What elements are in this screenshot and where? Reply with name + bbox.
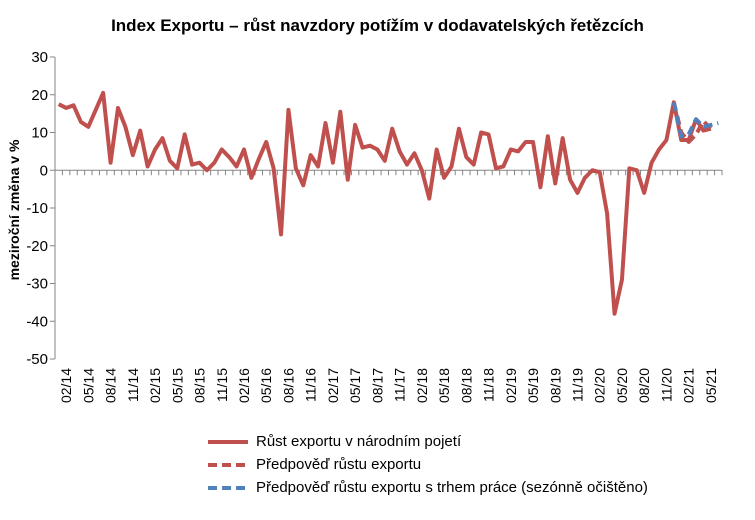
x-tick-label: 05/17 bbox=[347, 368, 363, 403]
x-tick-label: 08/20 bbox=[636, 368, 652, 403]
x-tick-label: 02/19 bbox=[503, 368, 519, 403]
x-tick-label: 05/16 bbox=[258, 368, 274, 403]
series-lines bbox=[57, 90, 719, 316]
x-tick-label: 05/21 bbox=[703, 368, 719, 403]
chart-title: Index Exportu – růst navzdory potížím v … bbox=[111, 16, 644, 35]
y-tick-label: 20 bbox=[31, 87, 48, 104]
x-tick-label: 05/15 bbox=[169, 368, 185, 403]
y-tick-label: -20 bbox=[26, 238, 48, 255]
series-line-1 bbox=[671, 101, 713, 144]
y-tick-label: -40 bbox=[26, 313, 48, 330]
x-tick-label: 11/16 bbox=[303, 368, 319, 402]
x-tick-label: 08/17 bbox=[369, 368, 385, 403]
legend: Růst exportu v národním pojetí Předpověď… bbox=[208, 430, 648, 499]
legend-label: Předpověď růstu exportu s trhem práce (s… bbox=[256, 479, 648, 496]
y-tick-label: 0 bbox=[40, 162, 48, 179]
x-tick-label: 08/15 bbox=[192, 368, 208, 403]
x-tick-label: 08/14 bbox=[103, 368, 119, 403]
series-line-0 bbox=[57, 90, 712, 316]
chart-axes bbox=[50, 56, 723, 360]
x-tick-label: 02/21 bbox=[681, 368, 697, 403]
x-tick-label: 05/19 bbox=[525, 368, 541, 403]
x-tick-label: 02/14 bbox=[58, 368, 74, 403]
x-tick-label: 11/19 bbox=[569, 368, 585, 402]
legend-swatch-dashed-blue bbox=[208, 482, 248, 494]
x-tick-label: 05/20 bbox=[614, 368, 630, 403]
legend-item-actual: Růst exportu v národním pojetí bbox=[208, 430, 648, 453]
y-tick-label: 30 bbox=[31, 49, 48, 66]
x-tick-label: 08/19 bbox=[547, 368, 563, 403]
y-axis-label: meziroční změna v % bbox=[6, 139, 22, 280]
x-tick-label: 11/17 bbox=[392, 368, 408, 402]
x-tick-label: 02/17 bbox=[325, 368, 341, 403]
x-tick-label: 11/14 bbox=[125, 368, 141, 402]
legend-label: Předpověď růstu exportu bbox=[256, 456, 422, 473]
y-tick-label: -30 bbox=[26, 276, 48, 293]
legend-swatch-solid-red bbox=[208, 436, 248, 448]
x-tick-label: 02/18 bbox=[414, 368, 430, 403]
x-tick-label: 02/15 bbox=[147, 368, 163, 403]
x-tick-label: 11/20 bbox=[658, 368, 674, 402]
legend-label: Růst exportu v národním pojetí bbox=[256, 433, 462, 450]
y-tick-label: 10 bbox=[31, 125, 48, 142]
x-tick-label: 11/15 bbox=[214, 368, 230, 402]
x-tick-labels: 02/14 05/14 08/14 11/14 02/15 05/15 08/15 11/15… bbox=[58, 368, 719, 403]
legend-item-forecast: Předpověď růstu exportu bbox=[208, 453, 648, 476]
y-tick-label: -10 bbox=[26, 200, 48, 217]
x-tick-label: 11/18 bbox=[481, 368, 497, 402]
x-tick-label: 08/18 bbox=[458, 368, 474, 403]
legend-item-forecast-labor: Předpověď růstu exportu s trhem práce (s… bbox=[208, 476, 648, 499]
x-tick-label: 08/16 bbox=[280, 368, 296, 403]
x-tick-label: 05/14 bbox=[80, 368, 96, 403]
x-tick-label: 02/20 bbox=[592, 368, 608, 403]
legend-swatch-dashed-red bbox=[208, 459, 248, 471]
y-tick-label: -50 bbox=[26, 351, 48, 368]
y-tick-labels: 30 20 10 0 -10 -20 -30 -40 -50 bbox=[26, 49, 48, 368]
series-line-2 bbox=[671, 101, 719, 139]
x-tick-label: 05/18 bbox=[436, 368, 452, 403]
x-tick-label: 02/16 bbox=[236, 368, 252, 403]
